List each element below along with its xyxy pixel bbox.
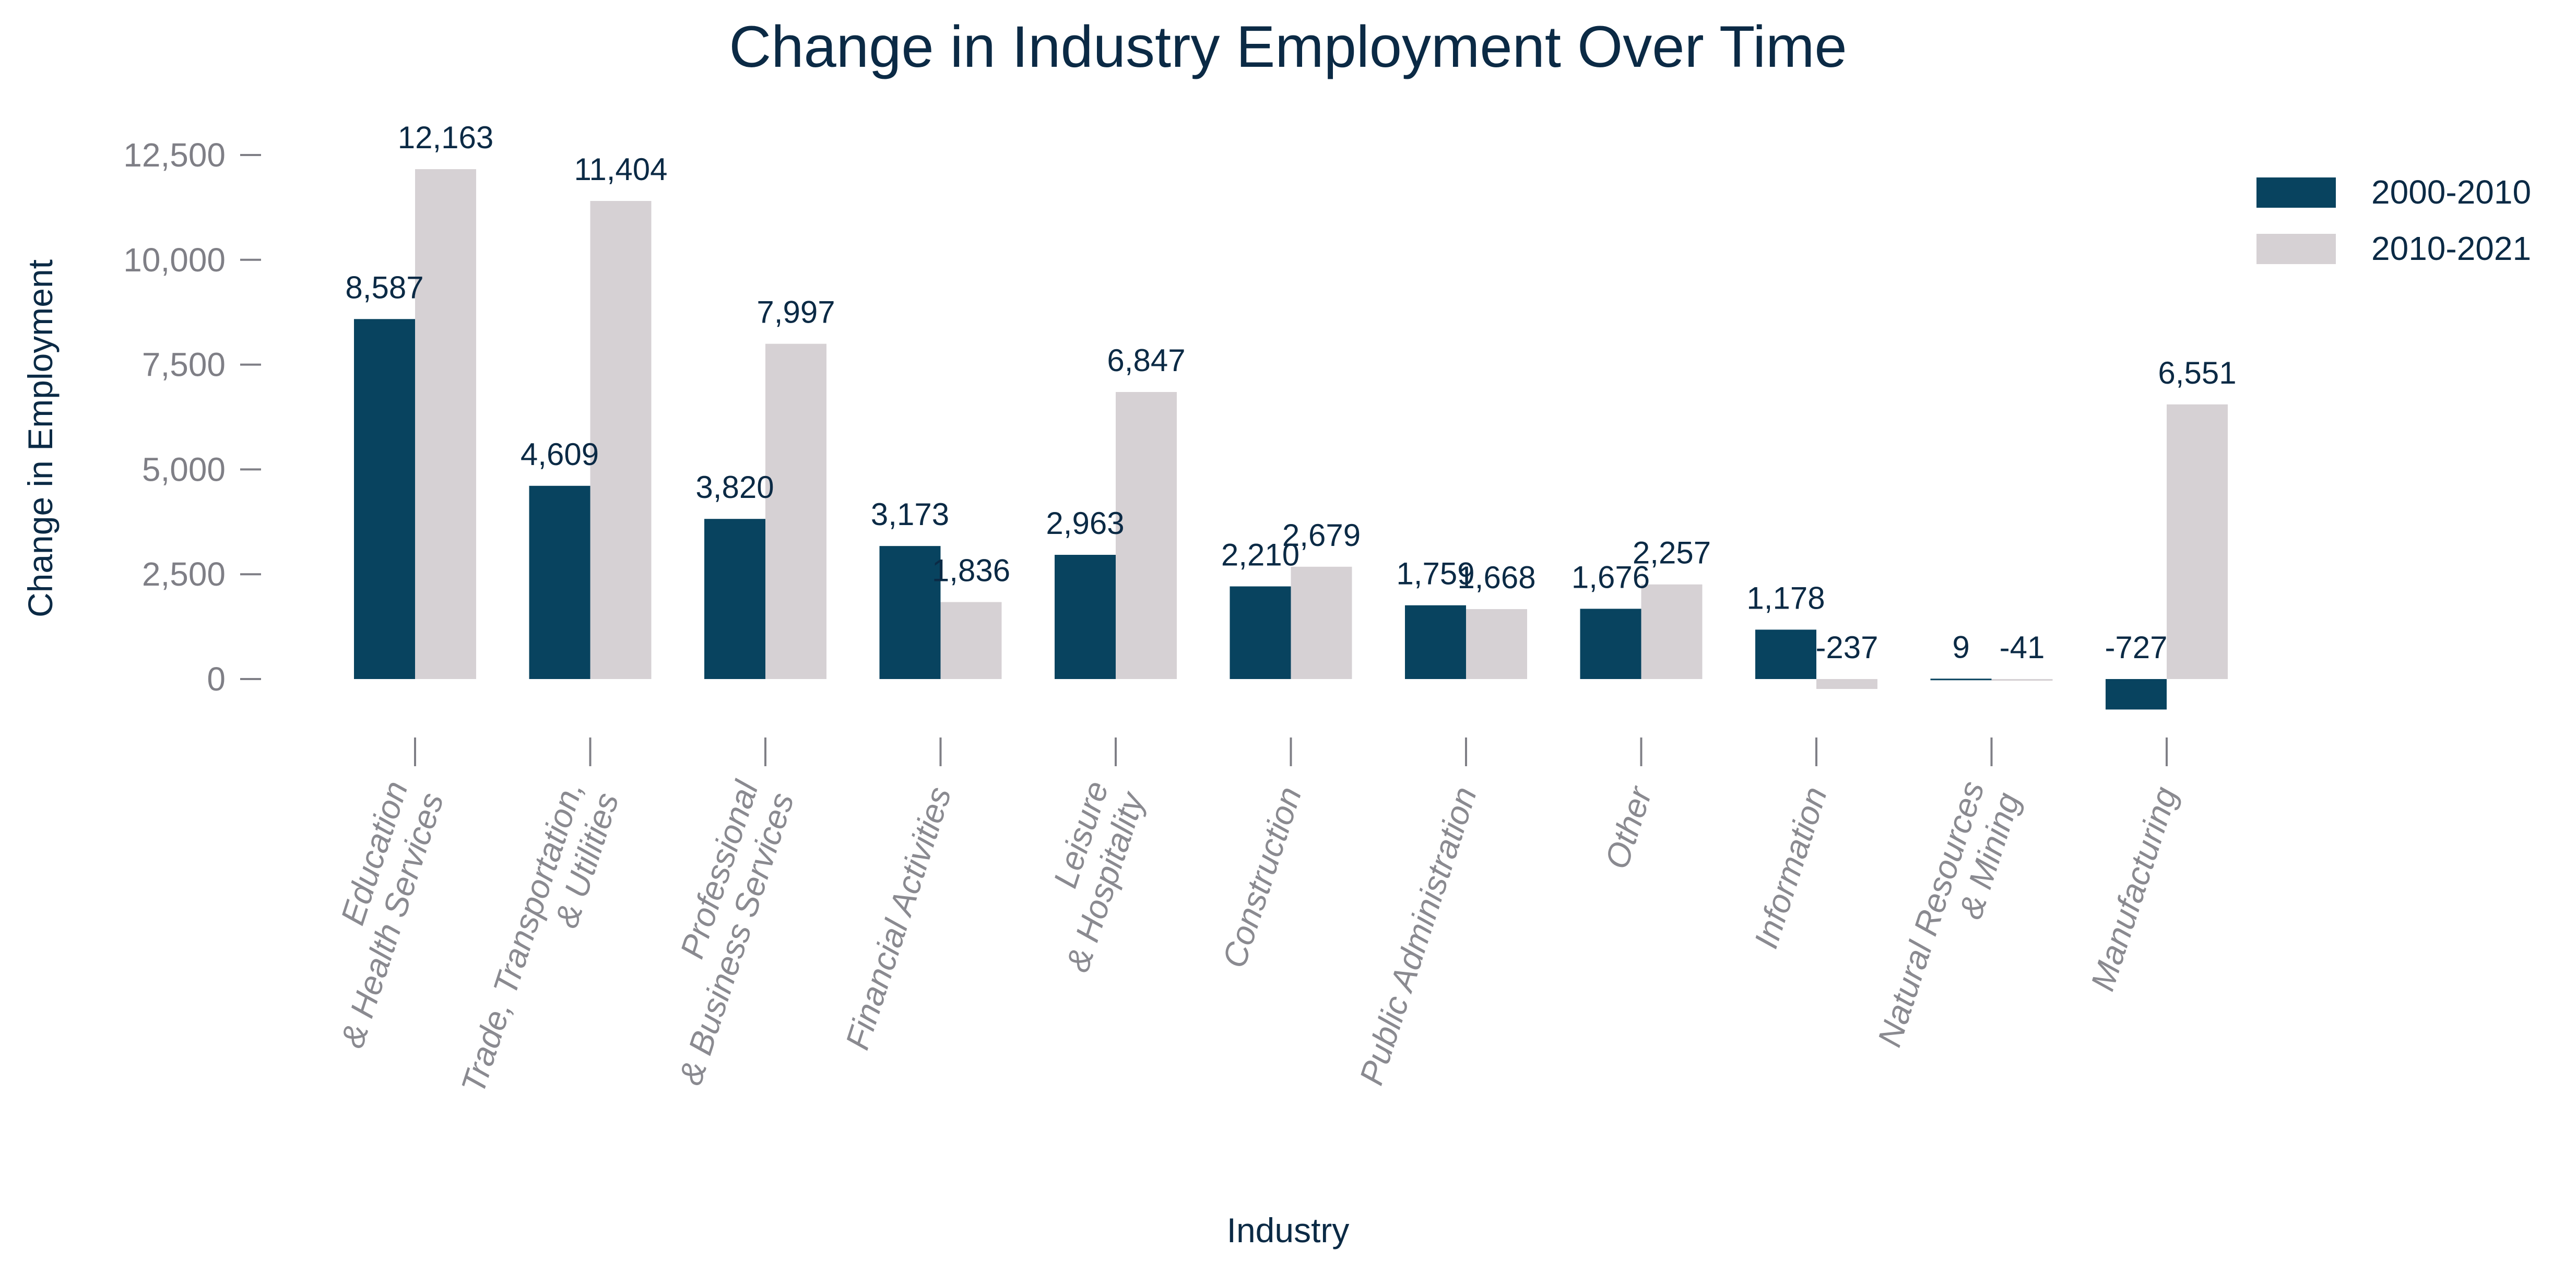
- bar-2000-2010-2: [704, 519, 765, 679]
- bar-2000-2010-0: [354, 319, 415, 679]
- legend-label: 2010-2021: [2371, 230, 2531, 267]
- x-tick-label-line: Financial Activities: [838, 782, 958, 1054]
- bar-2010-2021-3: [940, 602, 1002, 679]
- x-tick-label-line: Trade, Transportation,: [454, 777, 590, 1098]
- bar-2010-2021-0: [415, 169, 476, 679]
- y-tick-label: 2,500: [142, 555, 226, 593]
- data-label: 3,173: [871, 497, 949, 532]
- x-tick-label: Trade, Transportation,& Utilities: [454, 777, 626, 1098]
- data-label: 2,679: [1282, 518, 1361, 553]
- data-label: 1,759: [1396, 556, 1474, 591]
- bar-2000-2010-9: [1930, 679, 1992, 681]
- bar-2000-2010-4: [1055, 555, 1116, 679]
- data-label: 1,676: [1571, 560, 1650, 594]
- bar-2000-2010-8: [1755, 629, 1816, 679]
- bar-2000-2010-3: [879, 546, 941, 679]
- data-label: 1,178: [1746, 580, 1825, 615]
- x-axis-label: Industry: [1227, 1211, 1350, 1250]
- y-tick-label: 7,500: [142, 346, 226, 384]
- data-label: 12,163: [398, 120, 494, 155]
- x-tick-label: Other: [1598, 781, 1660, 873]
- x-tick-label: Construction: [1215, 782, 1309, 972]
- legend: 2000-2010 2010-2021: [2256, 173, 2531, 267]
- bar-2010-2021-8: [1816, 679, 1877, 689]
- bar-2010-2021-9: [1991, 679, 2053, 681]
- bar-2000-2010-1: [529, 485, 590, 679]
- bar-2010-2021-7: [1641, 584, 1703, 679]
- x-axis: Education& Health Services Trade, Transpo…: [333, 737, 2184, 1098]
- bar-2010-2021-6: [1466, 609, 1527, 679]
- legend-swatch: [2256, 234, 2336, 264]
- x-tick-label-line: Other: [1598, 781, 1660, 873]
- data-label: 9: [1952, 629, 1969, 664]
- data-label: 1,668: [1457, 560, 1535, 595]
- x-tick-label: Natural Resources& Mining: [1870, 777, 2027, 1051]
- bar-2000-2010-7: [1580, 609, 1641, 679]
- bar-2000-2010-5: [1230, 586, 1291, 679]
- x-tick-label: Financial Activities: [838, 782, 958, 1054]
- bar-2000-2010-10: [2106, 679, 2167, 710]
- data-label: 4,609: [521, 437, 599, 472]
- legend-swatch: [2256, 177, 2336, 208]
- data-label: -41: [2000, 630, 2045, 665]
- data-label: 7,997: [757, 295, 835, 330]
- y-tick-label: 0: [207, 660, 226, 698]
- x-tick-label-line: Manufacturing: [2083, 782, 2184, 995]
- data-label: 2,210: [1221, 537, 1299, 572]
- x-tick-label-line: Construction: [1215, 782, 1309, 972]
- bar-2010-2021-4: [1116, 392, 1177, 679]
- data-label: 2,963: [1046, 506, 1124, 541]
- chart-title: Change in Industry Employment Over Time: [729, 14, 1847, 79]
- bar-2010-2021-2: [765, 343, 826, 679]
- y-axis: 0 2,500 5,000 7,500 10,000 12,500: [123, 136, 261, 698]
- data-label: -727: [2105, 630, 2167, 665]
- data-label: 1,836: [932, 553, 1010, 588]
- data-label: 8,587: [345, 270, 423, 305]
- bar-2000-2010-6: [1405, 605, 1466, 679]
- y-tick-label: 10,000: [123, 241, 226, 279]
- data-label: 6,551: [2158, 355, 2236, 390]
- y-axis-label: Change in Employment: [21, 259, 60, 617]
- data-label: 6,847: [1107, 343, 1185, 378]
- x-tick-label-line: Public Administration: [1352, 782, 1484, 1089]
- x-tick-label: Professional& Business Services: [671, 776, 801, 1089]
- bar-2010-2021-5: [1291, 566, 1352, 679]
- y-tick-label: 5,000: [142, 450, 226, 488]
- data-label: 2,257: [1633, 536, 1711, 570]
- bar-2010-2021-10: [2167, 404, 2228, 679]
- bars: [354, 169, 2228, 710]
- x-tick-label: Leisure& Hospitality: [1046, 777, 1152, 977]
- data-label: 3,820: [695, 470, 774, 505]
- x-tick-label: Information: [1747, 782, 1834, 953]
- x-tick-label: Manufacturing: [2083, 782, 2184, 995]
- data-label: 11,404: [574, 152, 667, 187]
- y-tick-label: 12,500: [123, 136, 226, 174]
- x-tick-label-line: Information: [1747, 782, 1834, 953]
- data-label: -237: [1815, 630, 1878, 665]
- data-labels: 8,587 4,609 3,820 3,173 2,963 2,210 1,759 1,676…: [345, 120, 2236, 665]
- bar-2010-2021-1: [590, 201, 652, 679]
- x-tick-label: Public Administration: [1352, 782, 1484, 1089]
- legend-label: 2000-2010: [2371, 173, 2531, 211]
- x-tick-label: Education& Health Services: [333, 777, 451, 1052]
